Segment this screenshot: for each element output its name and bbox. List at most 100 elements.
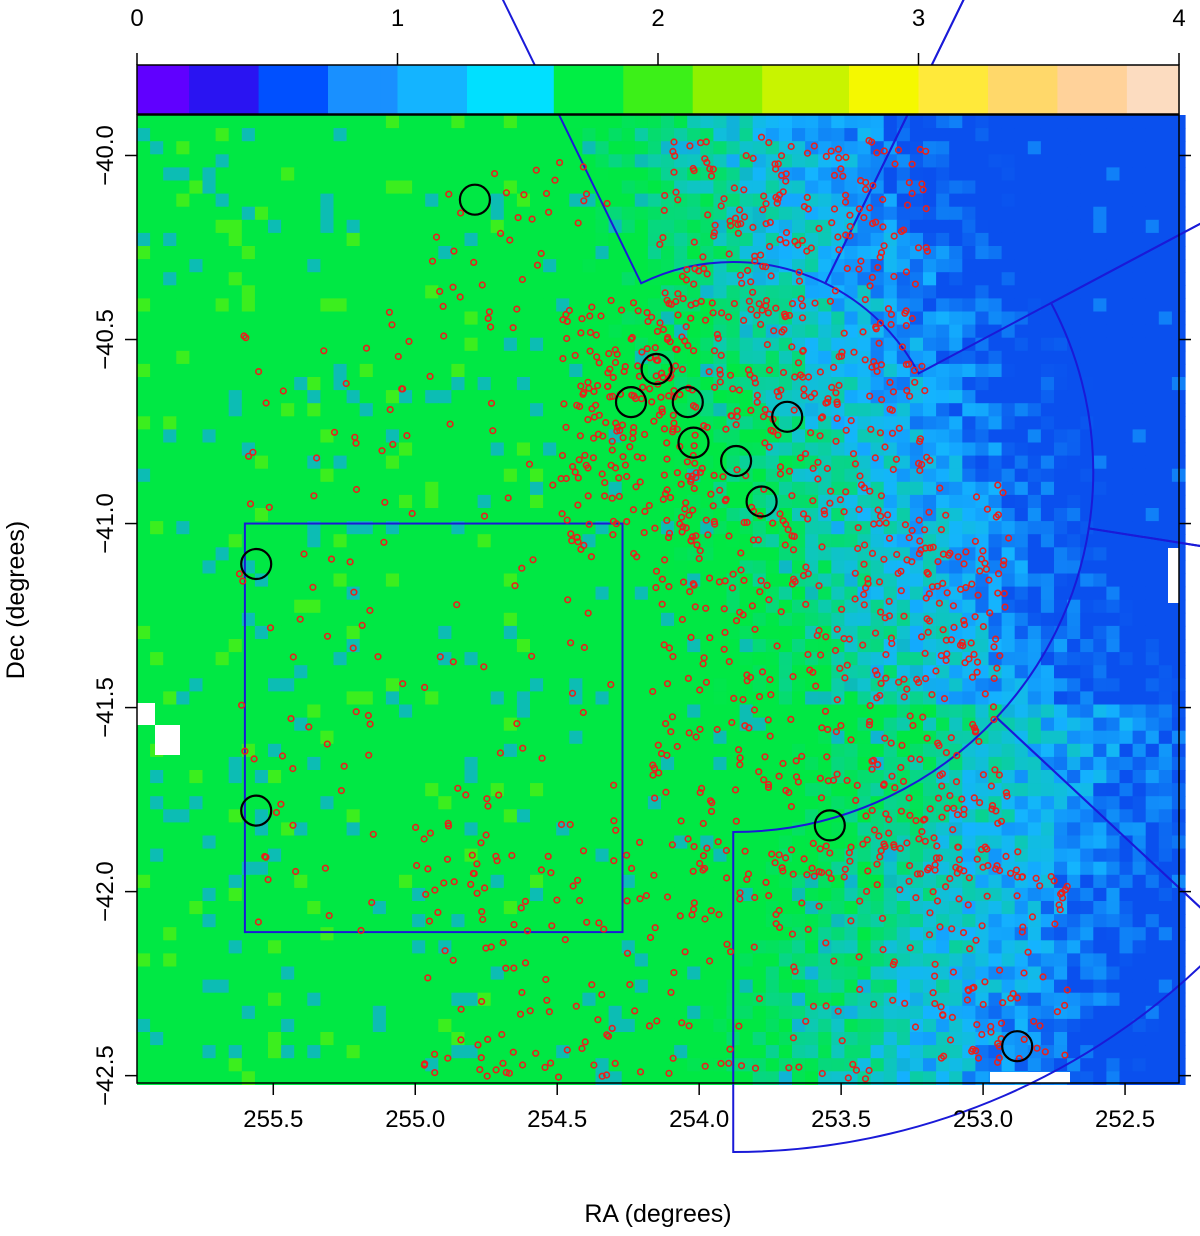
map-cell	[320, 272, 335, 286]
map-cell	[359, 560, 374, 575]
map-cell	[936, 246, 950, 260]
map-cell	[883, 822, 898, 837]
map-cell	[333, 914, 348, 928]
map-cell	[189, 835, 204, 850]
map-cell	[988, 756, 1003, 771]
map-cell	[530, 927, 544, 941]
map-cell	[700, 324, 714, 339]
map-cell	[883, 390, 898, 404]
map-cell	[333, 848, 348, 863]
map-cell	[137, 914, 151, 928]
map-cell	[503, 743, 518, 758]
map-cell	[844, 547, 859, 561]
map-cell	[792, 481, 806, 496]
map-cell	[425, 639, 439, 653]
map-cell	[254, 390, 269, 404]
map-cell	[1014, 180, 1029, 195]
map-cell	[661, 259, 675, 273]
map-cell	[294, 508, 308, 522]
map-cell	[713, 508, 728, 522]
map-cell	[1093, 560, 1107, 575]
map-cell	[150, 770, 164, 784]
map-cell	[949, 534, 963, 548]
map-cell	[215, 429, 230, 444]
map-cell	[490, 455, 505, 470]
map-cell	[346, 180, 361, 195]
map-cell	[516, 678, 531, 692]
map-cell	[425, 573, 439, 588]
map-cell	[661, 756, 675, 771]
map-cell	[320, 573, 335, 588]
map-cell	[1106, 311, 1121, 326]
map-cell	[975, 573, 990, 588]
map-cell	[726, 141, 741, 155]
map-cell	[975, 612, 990, 627]
map-cell	[569, 861, 583, 876]
map-cell	[805, 403, 819, 417]
map-cell	[451, 246, 466, 260]
map-cell	[1067, 481, 1081, 496]
map-cell	[307, 756, 321, 771]
map-cell	[792, 560, 806, 575]
map-cell	[569, 481, 583, 496]
map-cell	[949, 455, 963, 470]
map-cell	[792, 219, 806, 234]
map-cell	[1093, 193, 1107, 208]
map-cell	[818, 547, 832, 561]
map-cell	[608, 324, 623, 339]
map-cell	[399, 246, 413, 260]
map-cell	[792, 730, 806, 745]
map-cell	[438, 534, 452, 548]
map-cell	[647, 573, 662, 588]
map-cell	[530, 783, 544, 797]
map-cell	[674, 599, 688, 614]
map-cell	[294, 809, 308, 823]
map-cell	[713, 272, 728, 286]
map-cell	[464, 848, 479, 863]
map-cell	[792, 652, 806, 666]
map-cell	[307, 678, 321, 692]
map-cell	[359, 298, 374, 313]
map-cell	[241, 193, 256, 208]
map-cell	[1145, 403, 1160, 417]
map-cell	[294, 743, 308, 758]
map-cell	[1106, 586, 1121, 601]
map-cell	[438, 665, 452, 679]
map-cell	[346, 770, 361, 784]
map-cell	[647, 665, 662, 679]
map-cell	[268, 901, 282, 915]
map-cell	[425, 311, 439, 326]
map-cell	[949, 442, 963, 457]
map-cell	[359, 612, 374, 627]
map-cell	[713, 285, 728, 299]
map-cell	[294, 390, 308, 404]
map-cell	[438, 770, 452, 784]
map-cell	[359, 481, 374, 496]
map-cell	[962, 272, 976, 286]
map-cell	[1080, 128, 1094, 142]
map-cell	[949, 691, 963, 706]
map-cell	[202, 652, 217, 666]
map-cell	[936, 337, 950, 352]
map-cell	[464, 377, 479, 391]
map-cell	[137, 377, 151, 391]
map-cell	[634, 246, 649, 260]
map-cell	[1054, 835, 1068, 850]
map-cell	[451, 390, 466, 404]
map-cell	[923, 206, 937, 221]
map-cell	[1054, 848, 1068, 863]
map-cell	[1158, 128, 1173, 142]
map-cell	[634, 756, 649, 771]
map-cell	[949, 246, 963, 260]
map-cell	[1093, 887, 1107, 902]
map-cell	[1106, 232, 1121, 247]
map-cell	[569, 311, 583, 326]
map-cell	[909, 128, 924, 142]
map-cell	[503, 783, 518, 797]
map-cell	[346, 193, 361, 208]
map-cell	[1027, 180, 1042, 195]
map-cell	[294, 770, 308, 784]
map-cell	[490, 128, 505, 142]
map-cell	[569, 232, 583, 247]
map-cell	[883, 560, 898, 575]
